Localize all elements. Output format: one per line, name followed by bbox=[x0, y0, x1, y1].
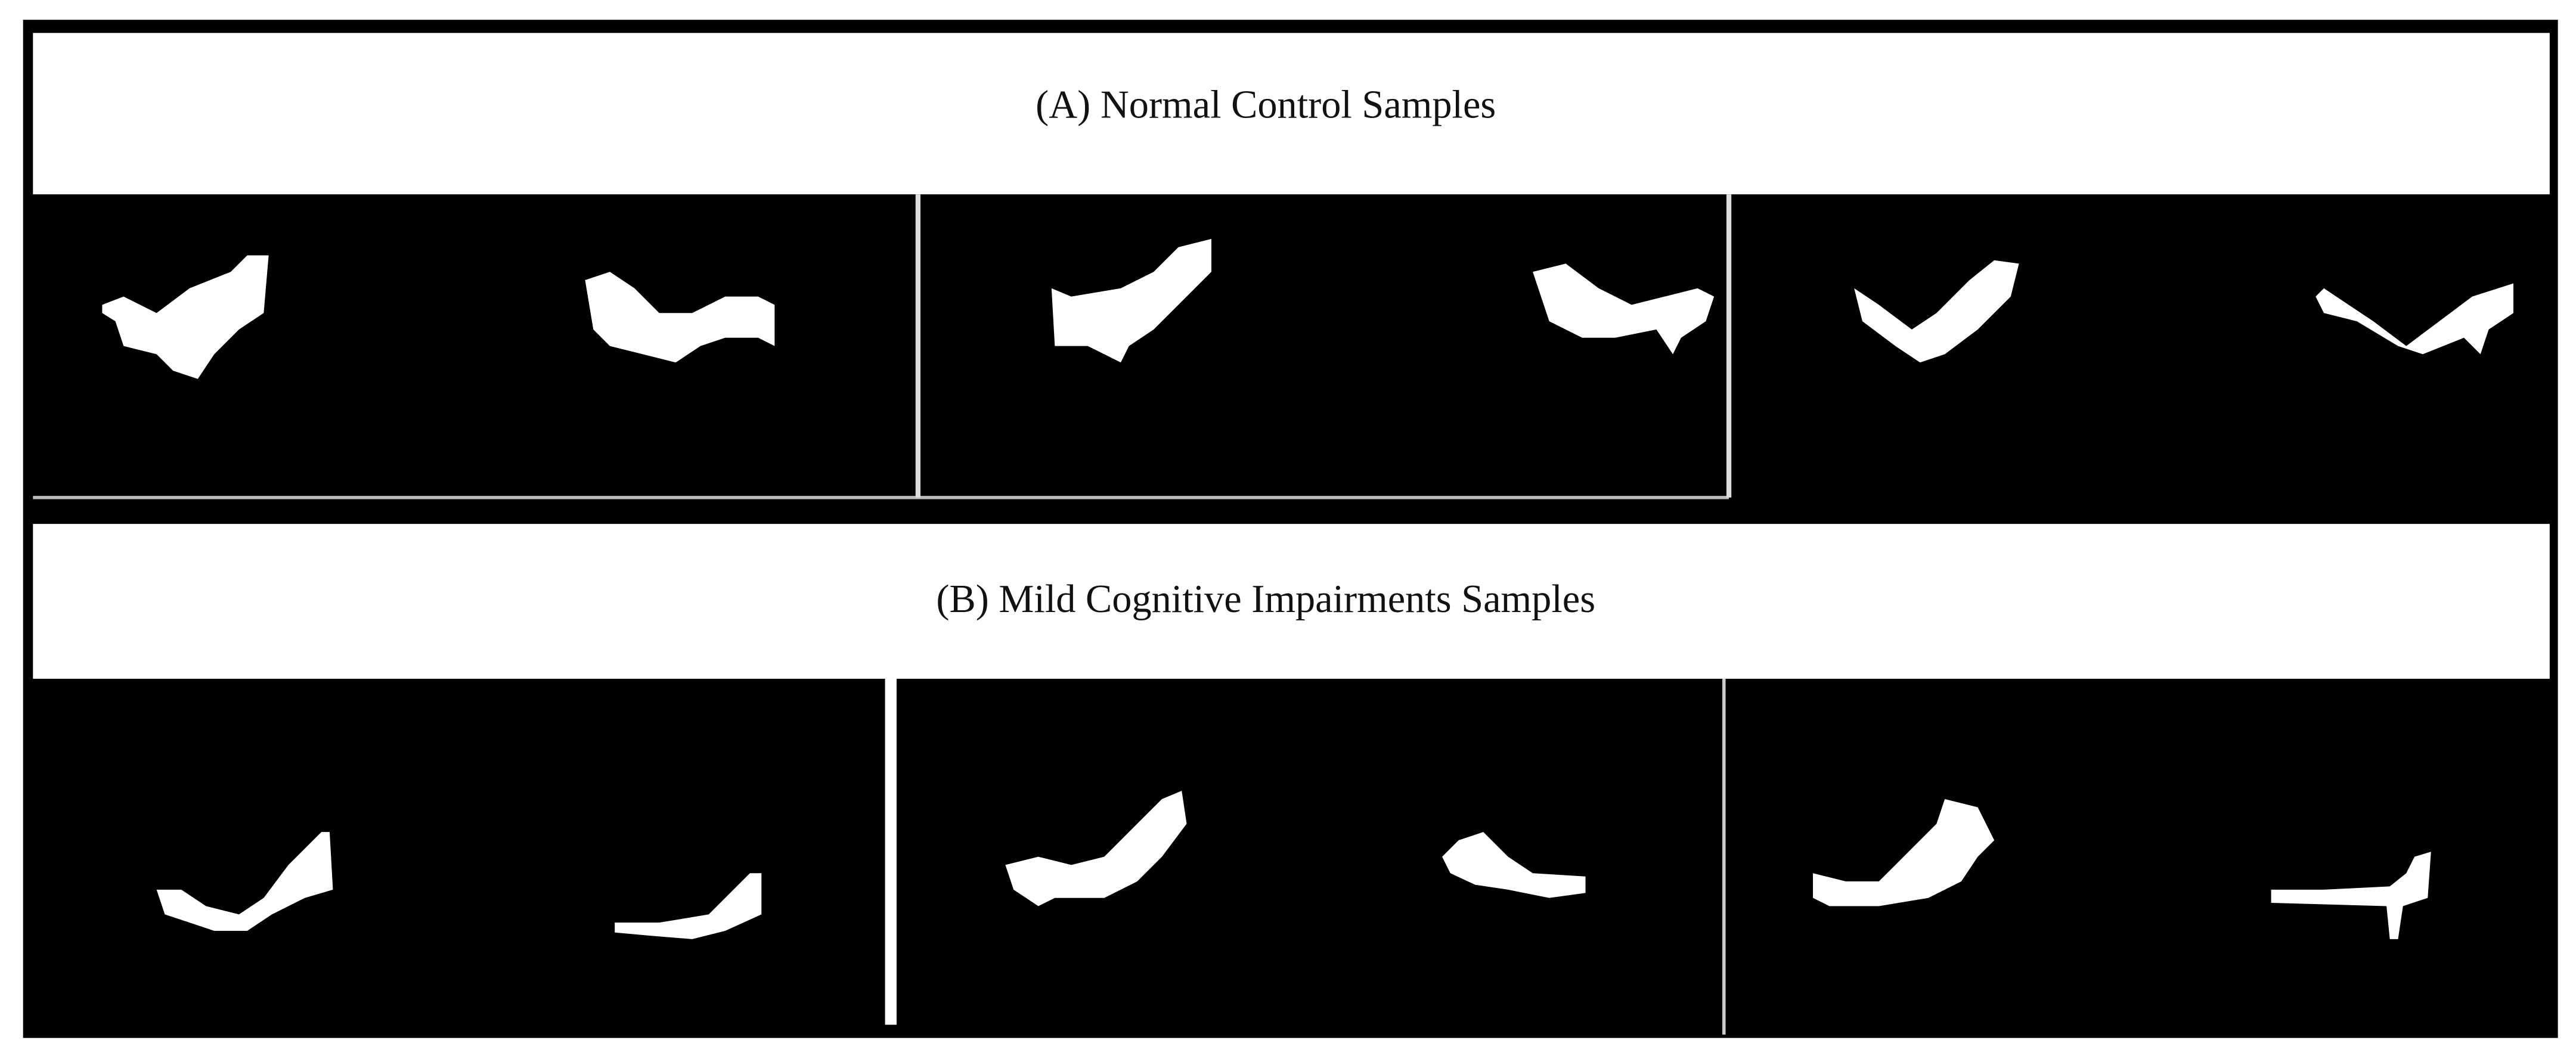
blob bbox=[585, 272, 775, 363]
blob bbox=[1442, 832, 1586, 898]
blob bbox=[156, 832, 333, 931]
panel-title: (A) Normal Control Samples bbox=[1036, 83, 1496, 127]
panel-title-box bbox=[33, 33, 2550, 195]
image-strip bbox=[33, 679, 2550, 1035]
shapes bbox=[156, 791, 2431, 939]
separator bbox=[885, 679, 897, 1025]
blob bbox=[1854, 260, 2019, 363]
blob bbox=[615, 873, 762, 939]
blob bbox=[1005, 791, 1187, 906]
image-strip bbox=[33, 194, 2550, 508]
blob bbox=[2315, 283, 2514, 355]
panel-title-box bbox=[33, 524, 2550, 679]
blob bbox=[102, 255, 269, 379]
blob bbox=[1813, 799, 1995, 906]
blob bbox=[2271, 852, 2431, 939]
panel-title: (B) Mild Cognitive Impairments Samples bbox=[936, 577, 1595, 621]
blob bbox=[1051, 238, 1211, 363]
blob bbox=[1533, 263, 1715, 355]
shapes bbox=[102, 238, 2514, 379]
